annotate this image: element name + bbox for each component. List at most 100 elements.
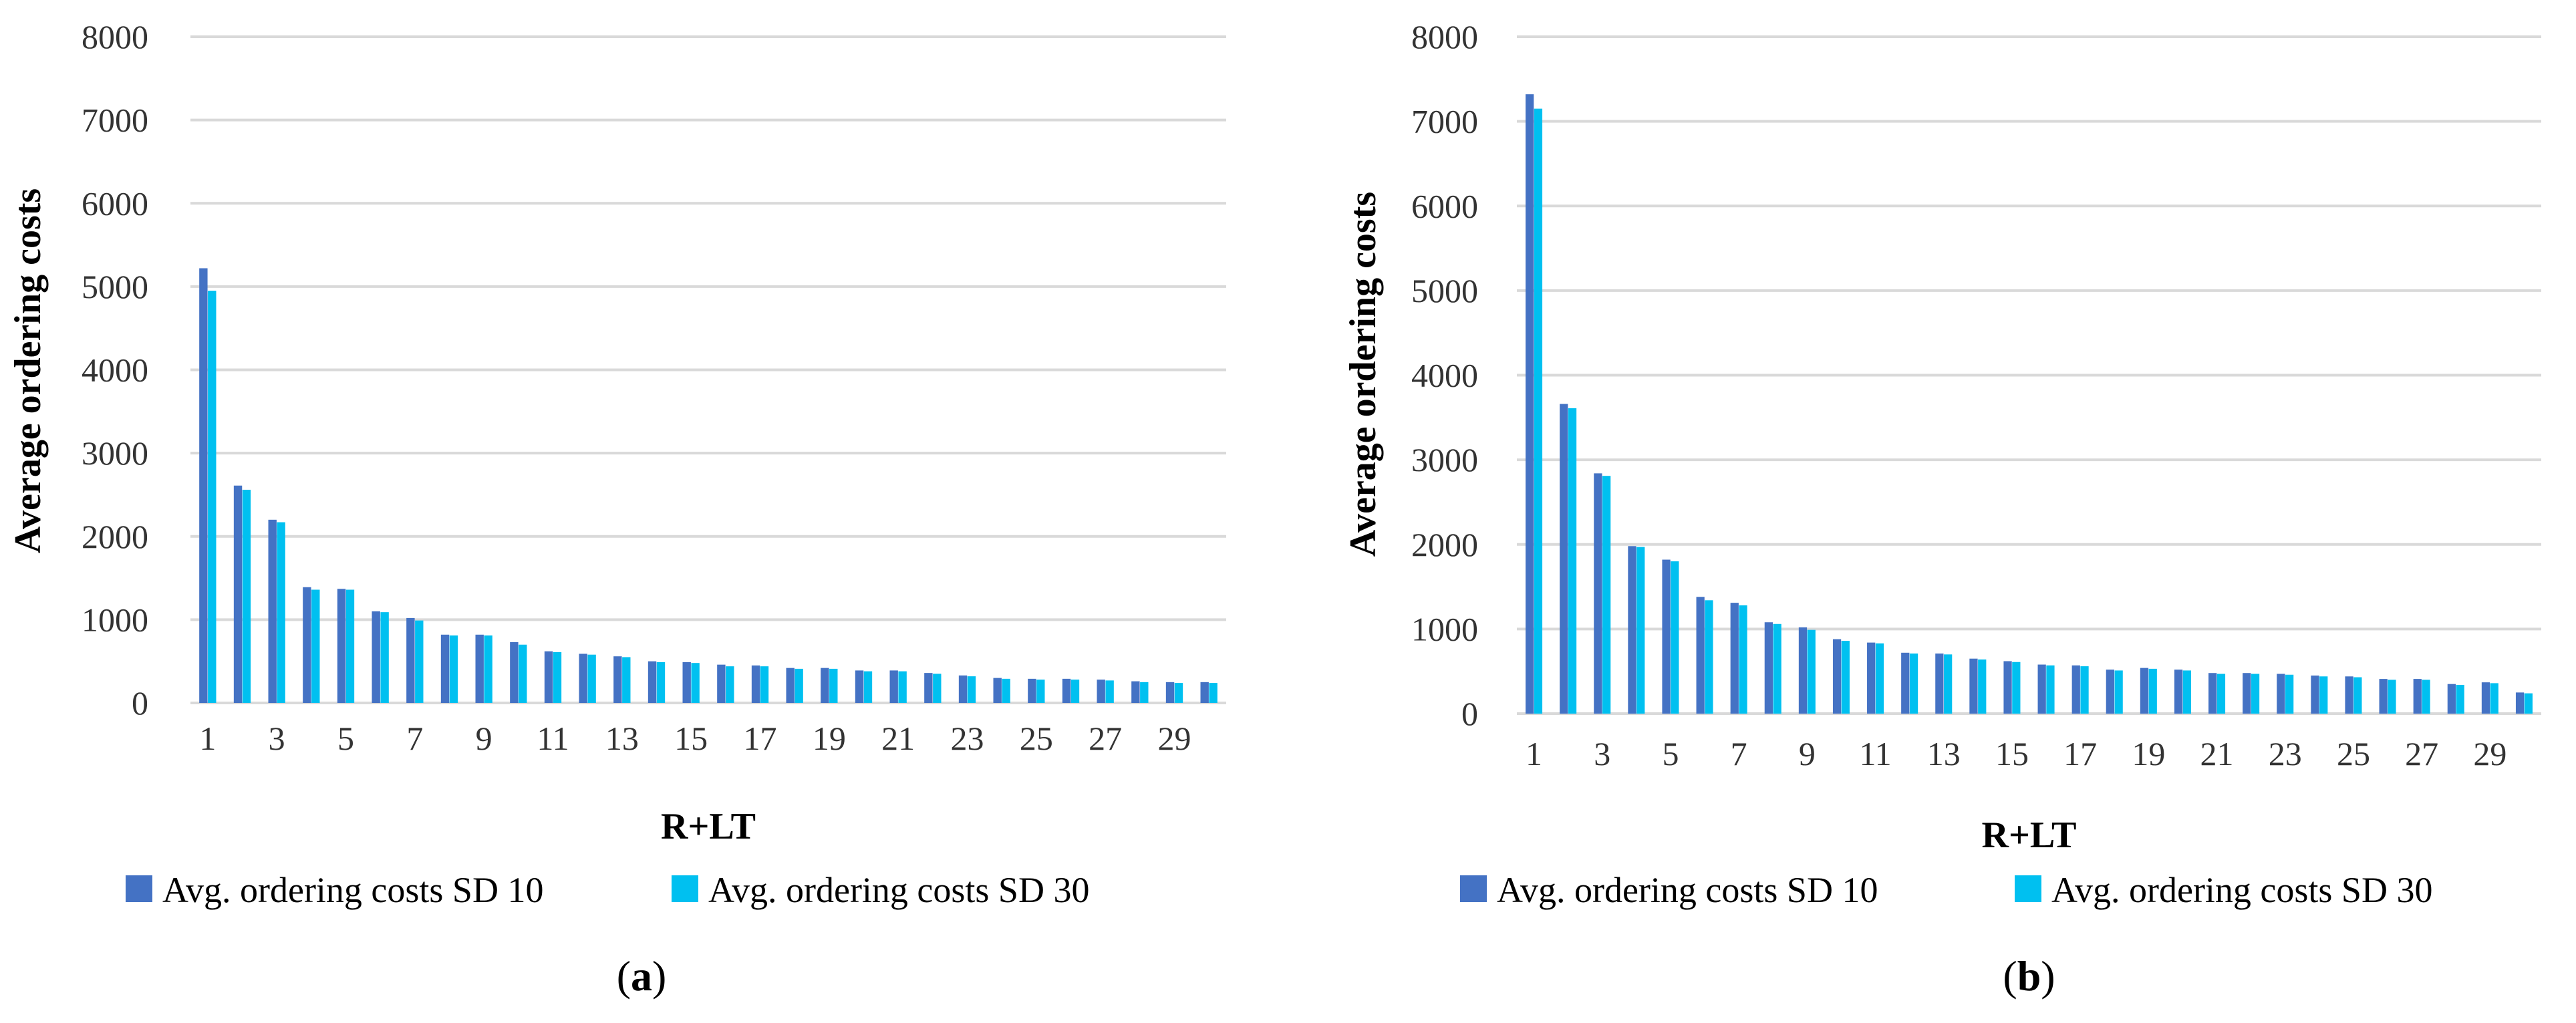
bar-series2-cat24: [2319, 676, 2328, 714]
bar-series1-cat27: [2413, 679, 2422, 714]
bar-series2-cat18: [795, 668, 803, 703]
bar-series2-cat20: [863, 671, 873, 703]
bar-series1-cat4: [303, 587, 311, 703]
x-tick-label: 25: [2337, 735, 2370, 772]
y-axis-title: Average ordering costs: [7, 188, 49, 553]
bar-series1-cat7: [406, 617, 415, 703]
bar-series1-cat8: [440, 634, 450, 703]
bar-series2-cat29: [1174, 683, 1183, 703]
y-tick-label: 6000: [1411, 187, 1478, 225]
y-tick-label: 7000: [82, 102, 148, 139]
x-tick-label: 15: [674, 720, 708, 757]
y-tick-label: 5000: [1411, 272, 1478, 309]
panel-label-open-paren: (: [2003, 952, 2017, 1000]
bar-series1-cat27: [1097, 680, 1105, 703]
bar-series2-cat17: [760, 666, 769, 703]
x-tick-label: 7: [406, 720, 423, 757]
bar-series1-cat12: [579, 653, 587, 703]
panel-label-letter: b: [2017, 952, 2041, 1000]
bar-series1-cat15: [682, 662, 691, 703]
bar-series2-cat1: [208, 291, 217, 703]
x-tick-label: 9: [1799, 735, 1816, 772]
y-tick-label: 8000: [82, 18, 148, 55]
bar-series2-cat15: [2012, 662, 2021, 714]
y-tick-label: 4000: [1411, 357, 1478, 394]
bar-series2-cat20: [2182, 670, 2191, 714]
bar-series1-cat28: [1131, 681, 1140, 703]
bar-series1-cat23: [958, 675, 968, 703]
y-tick-label: 7000: [1411, 103, 1478, 140]
y-tick-label: 1000: [82, 601, 148, 638]
bar-series2-cat19: [2148, 668, 2157, 714]
bar-series2-cat14: [1978, 659, 1987, 714]
bar-series2-cat29: [2490, 683, 2498, 714]
bar-series1-cat7: [1730, 603, 1739, 714]
bar-series2-cat8: [449, 635, 458, 703]
bar-series2-cat11: [1875, 643, 1884, 714]
y-tick-label: 0: [1461, 695, 1478, 732]
x-tick-label: 27: [1089, 720, 1122, 757]
x-tick-label: 25: [1020, 720, 1053, 757]
bar-series2-cat19: [829, 668, 838, 703]
bar-series2-cat13: [622, 657, 631, 703]
y-tick-label: 0: [132, 684, 148, 722]
y-tick-label: 4000: [82, 351, 148, 389]
bar-series1-cat30: [2515, 692, 2525, 714]
bar-series1-cat5: [1662, 559, 1671, 714]
x-tick-label: 11: [1859, 735, 1891, 772]
bar-series2-cat22: [2251, 674, 2260, 714]
bar-series2-cat5: [1671, 561, 1679, 714]
bar-series1-cat13: [613, 656, 622, 703]
x-tick-label: 1: [199, 720, 216, 757]
bar-series1-cat21: [889, 670, 898, 703]
bar-series1-cat21: [2208, 673, 2217, 714]
x-tick-label: 13: [1927, 735, 1961, 772]
y-tick-label: 1000: [1411, 610, 1478, 647]
bar-series1-cat26: [1062, 678, 1071, 703]
bar-series2-cat10: [519, 644, 527, 703]
x-tick-label: 15: [1995, 735, 2029, 772]
bar-series1-cat25: [2345, 676, 2353, 714]
bar-series2-cat11: [553, 651, 562, 703]
bar-series1-cat17: [2071, 665, 2080, 714]
bar-series1-cat24: [993, 678, 1002, 703]
bar-series1-cat19: [821, 668, 829, 703]
bar-series1-cat5: [337, 589, 346, 703]
x-tick-label: 21: [881, 720, 915, 757]
x-tick-label: 19: [2132, 735, 2165, 772]
panel-label-letter: a: [631, 952, 652, 1000]
panel-label-close-paren: ): [652, 952, 666, 1000]
bar-series2-cat30: [1209, 683, 1218, 703]
legend-label-sd10: Avg. ordering costs SD 10: [1497, 870, 1878, 910]
bar-series2-cat18: [2114, 670, 2123, 714]
bar-series1-cat8: [1764, 622, 1773, 714]
x-tick-label: 21: [2200, 735, 2234, 772]
bar-series2-cat7: [1739, 605, 1747, 714]
bar-series1-cat22: [924, 673, 933, 703]
bar-series2-cat16: [2046, 665, 2055, 714]
bar-series1-cat30: [1200, 682, 1209, 703]
bar-series1-cat11: [544, 651, 553, 703]
x-tick-label: 3: [269, 720, 285, 757]
bar-series2-cat23: [2285, 674, 2294, 714]
x-axis-title: R+LT: [1982, 815, 2077, 856]
bar-series1-cat20: [855, 670, 864, 703]
bar-series2-cat28: [1140, 682, 1149, 703]
bar-series2-cat9: [484, 635, 492, 703]
x-tick-label: 13: [605, 720, 639, 757]
bar-series1-cat10: [1832, 639, 1842, 714]
bar-series2-cat8: [1773, 623, 1781, 714]
bar-series2-cat2: [242, 489, 251, 703]
bar-series2-cat9: [1807, 629, 1816, 714]
bar-series2-cat5: [345, 589, 355, 703]
x-tick-label: 29: [2473, 735, 2507, 772]
bar-series2-cat4: [311, 589, 320, 703]
bar-series2-cat10: [1841, 641, 1850, 714]
bar-series2-cat23: [967, 676, 976, 703]
bar-series2-cat26: [2388, 680, 2396, 714]
legend-swatch-sd30: [672, 875, 698, 902]
bar-series2-cat4: [1636, 547, 1645, 714]
bar-series1-cat16: [2037, 664, 2046, 714]
